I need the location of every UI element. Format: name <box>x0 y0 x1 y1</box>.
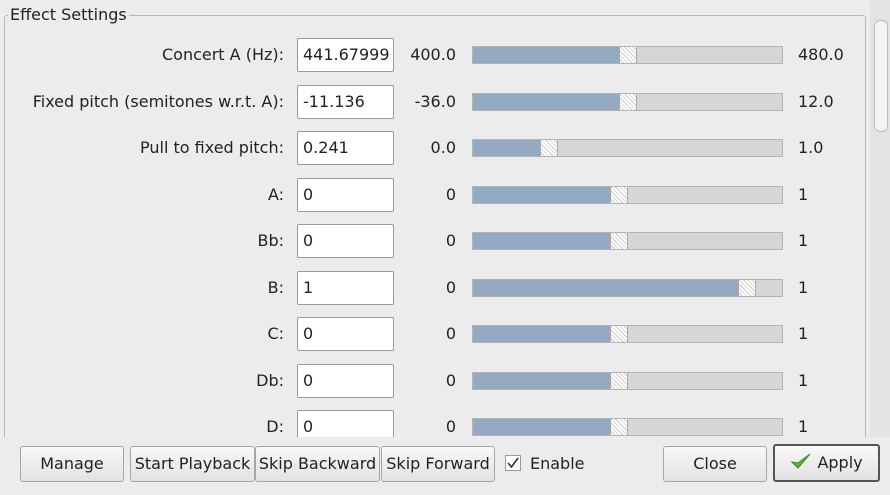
slider-fill <box>473 47 619 63</box>
slider[interactable] <box>472 92 783 111</box>
slider-fill <box>473 186 610 203</box>
slider-thumb[interactable] <box>610 233 628 249</box>
slider-fill <box>473 93 619 110</box>
slider-thumb[interactable] <box>540 140 558 156</box>
slider-thumb[interactable] <box>610 372 628 389</box>
max-label: 480.0 <box>798 45 844 64</box>
close-button[interactable]: Close <box>663 446 767 482</box>
slider-thumb[interactable] <box>610 186 628 203</box>
max-label: 1 <box>798 231 809 250</box>
field-label: C: <box>267 324 284 343</box>
manage-button[interactable]: Manage <box>20 446 124 482</box>
slider-fill <box>473 279 738 296</box>
min-label: 0.0 <box>430 138 456 157</box>
min-label: 0 <box>445 231 456 250</box>
min-label: 0 <box>445 417 456 436</box>
group-title: Effect Settings <box>8 5 129 24</box>
slider-fill <box>473 419 610 435</box>
min-label: 0 <box>445 184 456 204</box>
slider-thumb[interactable] <box>610 326 628 342</box>
max-label: 12.0 <box>798 91 834 111</box>
scrollbar-thumb[interactable] <box>874 20 888 132</box>
field-label: Concert A (Hz): <box>161 45 284 64</box>
min-label: 0 <box>445 370 456 390</box>
start-playback-button[interactable]: Start Playback <box>130 446 255 482</box>
field-label: B: <box>267 277 284 297</box>
value-input[interactable]: 0.241 <box>297 131 394 165</box>
slider-fill <box>473 326 610 342</box>
max-label: 1 <box>798 417 809 436</box>
slider[interactable] <box>472 278 783 297</box>
value-input[interactable]: 1 <box>297 270 394 305</box>
slider-fill <box>473 233 610 249</box>
value-input[interactable]: 0 <box>297 177 394 212</box>
slider[interactable] <box>472 139 783 157</box>
slider-thumb[interactable] <box>610 419 628 435</box>
max-label: 1 <box>798 277 809 297</box>
min-label: 400.0 <box>410 45 456 64</box>
skip-forward-button[interactable]: Skip Forward <box>381 446 495 482</box>
enable-label[interactable]: Enable <box>530 454 585 473</box>
slider[interactable] <box>472 371 783 390</box>
max-label: 1 <box>798 184 809 204</box>
field-label: D: <box>266 417 284 436</box>
max-label: 1 <box>798 370 809 390</box>
min-label: 0 <box>445 277 456 297</box>
skip-backward-button[interactable]: Skip Backward <box>255 446 380 482</box>
value-input[interactable]: 0 <box>297 317 394 351</box>
apply-label: Apply <box>817 453 863 472</box>
field-label: A: <box>267 184 284 204</box>
value-input[interactable]: 0 <box>297 224 394 258</box>
field-label: Fixed pitch (semitones w.r.t. A): <box>32 91 284 111</box>
slider[interactable] <box>472 232 783 250</box>
value-input[interactable]: 441.67999 <box>297 38 394 72</box>
slider[interactable] <box>472 325 783 343</box>
field-label: Bb: <box>257 231 284 250</box>
max-label: 1 <box>798 324 809 343</box>
slider-thumb[interactable] <box>619 47 637 63</box>
field-label: Pull to fixed pitch: <box>140 138 284 157</box>
max-label: 1.0 <box>798 138 824 157</box>
slider-thumb[interactable] <box>619 93 637 110</box>
slider-fill <box>473 140 540 156</box>
value-input[interactable]: 0 <box>297 363 394 398</box>
min-label: -36.0 <box>414 91 456 111</box>
value-input[interactable]: -11.136 <box>297 84 394 119</box>
min-label: 0 <box>445 324 456 343</box>
slider[interactable] <box>472 418 783 436</box>
enable-checkbox[interactable] <box>505 455 521 471</box>
slider[interactable] <box>472 185 783 204</box>
slider-thumb[interactable] <box>738 279 756 296</box>
apply-icon <box>790 453 811 469</box>
button-bar: Manage Start Playback Skip Backward Skip… <box>0 437 890 495</box>
slider-fill <box>473 372 610 389</box>
apply-button[interactable]: Apply <box>773 444 880 482</box>
field-label: Db: <box>256 370 284 390</box>
slider[interactable] <box>472 46 783 64</box>
